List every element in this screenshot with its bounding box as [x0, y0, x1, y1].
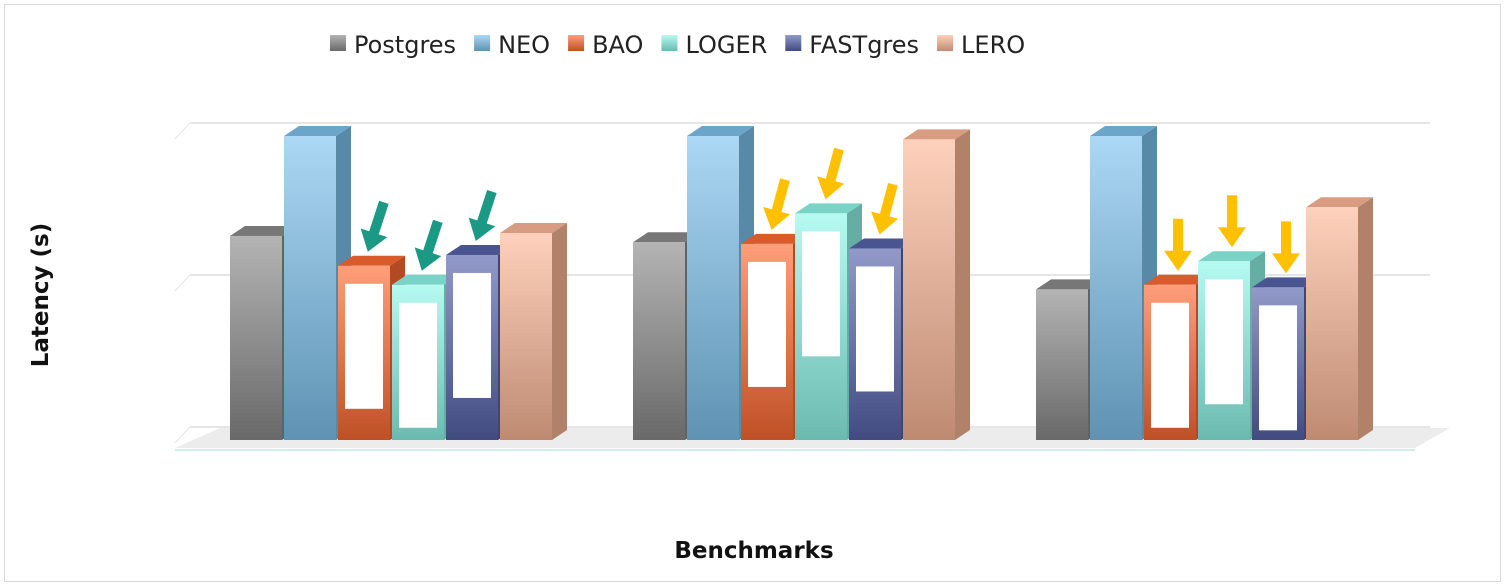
legend-swatch — [937, 35, 954, 51]
legend-item-neo: NEO — [474, 31, 550, 59]
arrow-down-icon — [871, 182, 899, 235]
bar-top — [230, 225, 297, 236]
bar-top — [1252, 277, 1319, 288]
ratio-label-box — [453, 272, 491, 398]
ratio-label-box — [1259, 305, 1297, 431]
legend-label: FASTgres — [809, 31, 919, 59]
bar-top — [903, 129, 970, 140]
ratio-label-box — [1205, 279, 1243, 405]
arrow-shape — [414, 219, 443, 271]
ratio-annotation — [453, 189, 497, 398]
ratio-label-box — [856, 266, 894, 392]
ratio-annotation — [802, 147, 845, 357]
bar-top — [849, 238, 916, 249]
bar-top — [1306, 197, 1373, 208]
legend-item-lero: LERO — [937, 31, 1025, 59]
bar-front — [687, 136, 739, 440]
legend-swatch — [474, 35, 491, 51]
bar-top — [741, 233, 808, 244]
arrow-down-icon — [763, 178, 791, 230]
bar-top — [795, 203, 862, 214]
arrow-down-icon — [1272, 221, 1300, 274]
arrow-down-icon — [1218, 195, 1246, 248]
legend-label: NEO — [498, 31, 550, 59]
legend-item-bao: BAO — [568, 31, 643, 59]
x-axis-title: Benchmarks — [674, 538, 833, 564]
ratio-label-box — [1151, 302, 1189, 428]
legend-swatch — [661, 35, 678, 51]
bar-top — [500, 223, 567, 234]
legend-item-postgres: Postgres — [330, 31, 456, 59]
bar-top — [1090, 126, 1157, 136]
arrow-down-icon — [414, 219, 443, 271]
legend-item-fastgres: FASTgres — [785, 31, 919, 59]
ratio-annotation — [856, 182, 899, 392]
bar-job-lero — [500, 223, 567, 440]
legend-swatch — [330, 35, 346, 51]
ratio-label-box — [748, 261, 786, 387]
bar-top — [687, 126, 754, 136]
ratio-annotation — [399, 219, 443, 428]
arrow-shape — [360, 200, 389, 252]
legend-label: LERO — [961, 31, 1025, 59]
legend-label: LOGER — [685, 31, 767, 59]
arrow-down-icon — [1164, 218, 1192, 271]
bar-top — [284, 126, 351, 136]
arrow-shape — [468, 189, 497, 241]
ratio-annotation — [1259, 221, 1300, 431]
bar-side — [552, 223, 567, 440]
bar-top — [633, 232, 700, 243]
legend-label: Postgres — [354, 31, 456, 59]
axes: Latency (s) Benchmarks — [28, 223, 834, 564]
arrow-shape — [871, 182, 899, 235]
arrow-shape — [763, 178, 791, 230]
ratio-label-box — [802, 231, 840, 357]
bar-front — [284, 136, 336, 440]
gridline-depth — [174, 122, 191, 140]
ratio-label-box — [399, 302, 437, 428]
ratio-label-box — [345, 283, 383, 409]
bar-top — [392, 274, 459, 285]
bar-side — [1358, 197, 1373, 440]
arrow-down-icon — [468, 189, 497, 241]
bar-top — [1198, 251, 1265, 262]
arrow-shape — [1272, 221, 1300, 274]
bar-front — [1306, 207, 1358, 440]
ratio-annotation — [1205, 195, 1246, 405]
bar-front — [500, 233, 552, 440]
ratio-annotation — [1151, 218, 1192, 428]
ratio-annotation — [748, 178, 791, 387]
arrow-shape — [1218, 195, 1246, 248]
ratio-annotation — [345, 200, 389, 409]
bar-front — [1036, 289, 1088, 440]
arrow-shape — [1164, 218, 1192, 271]
chart-frame — [4, 4, 1501, 582]
bar-front — [633, 242, 685, 440]
bar-side — [955, 129, 970, 440]
legend: Postgres NEO BAO LOGER FASTgres LERO — [330, 31, 1025, 59]
bar-top — [446, 244, 513, 255]
bar-front — [903, 139, 955, 440]
y-axis-title: Latency (s) — [28, 223, 54, 368]
gridline-depth — [174, 274, 191, 292]
legend-swatch — [785, 35, 802, 51]
annotations — [345, 147, 1300, 431]
bar-tpc-ds-lero — [1306, 197, 1373, 440]
arrow-down-icon — [817, 147, 845, 200]
legend-swatch — [568, 35, 585, 51]
arrow-shape — [817, 147, 845, 200]
legend-label: BAO — [592, 31, 643, 59]
bar-top — [338, 255, 405, 266]
arrow-down-icon — [360, 200, 389, 252]
bar-front — [230, 235, 282, 440]
legend-item-loger: LOGER — [661, 31, 767, 59]
bar-tpc-h-lero — [903, 129, 970, 440]
bar-top — [1144, 274, 1211, 285]
bar-front — [1090, 136, 1142, 440]
bar-top — [1036, 279, 1103, 290]
gridline-depth — [174, 426, 191, 444]
